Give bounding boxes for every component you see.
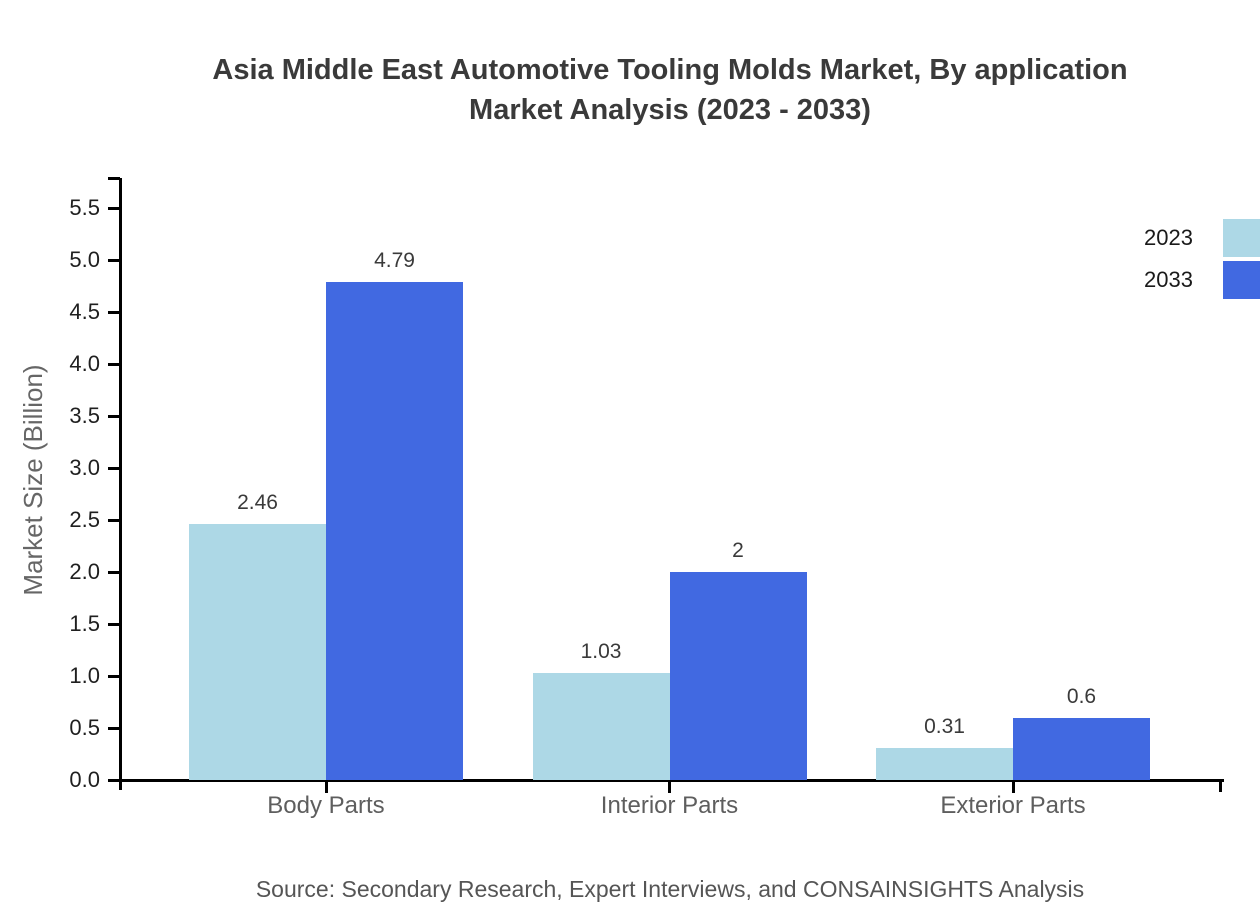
y-axis-label: Market Size (Billion): [18, 364, 48, 596]
y-tick-mark: [108, 466, 120, 470]
x-tick-mark: [668, 780, 671, 793]
x-axis-line: [118, 778, 1224, 782]
x-category-label: Exterior Parts: [940, 792, 1086, 819]
chart-title-line-1: Asia Middle East Automotive Tooling Mold…: [212, 54, 1128, 86]
y-tick-label: 3.5: [69, 403, 100, 428]
x-tick-mark: [324, 780, 328, 793]
legend: 2023 2033: [1144, 219, 1260, 299]
y-tick-label: 5.0: [69, 247, 100, 272]
bar-value-label: 1.03: [580, 639, 622, 663]
y-tick-label: 4.0: [69, 351, 100, 376]
x-category-label: Interior Parts: [600, 792, 739, 819]
bar-value-label: 2.46: [237, 491, 278, 515]
y-tick-label: 4.5: [69, 299, 100, 324]
bar-2033-body-parts: [326, 281, 463, 780]
legend-label: 2033: [1144, 267, 1193, 292]
y-tick-label: 2.0: [69, 559, 100, 584]
chart-title-line-2: Market Analysis (2023 - 2033): [469, 94, 871, 126]
y-tick-mark: [108, 310, 120, 314]
legend-item-2023: 2023: [1144, 219, 1260, 257]
y-tick-label: 1.0: [69, 663, 100, 688]
x-category-label: Body Parts: [267, 792, 385, 819]
bar-value-label: 4.79: [374, 248, 415, 272]
y-axis-line: [118, 178, 122, 790]
source-attribution: Source: Secondary Research, Expert Inter…: [255, 876, 1085, 902]
y-tick-label: 0.5: [69, 715, 100, 740]
bar-2023-body-parts: [189, 524, 326, 780]
bar-2023-exterior-parts: [876, 747, 1013, 780]
chart-title: Asia Middle East Automotive Tooling Mold…: [80, 50, 1260, 130]
y-tick-mark: [108, 570, 120, 574]
y-tick-label: 2.5: [69, 507, 100, 532]
y-tick-label: 5.5: [69, 195, 100, 220]
y-tick-mark: [108, 778, 120, 782]
y-tick-label: 3.0: [69, 455, 100, 480]
legend-swatch: [1223, 261, 1260, 299]
y-tick-mark: [108, 674, 120, 678]
bar-2033-interior-parts: [669, 572, 807, 780]
bar-2023-interior-parts: [532, 672, 670, 780]
legend-label: 2023: [1144, 225, 1193, 250]
bar-value-label: 2: [732, 539, 744, 562]
y-tick-mark: [108, 414, 120, 418]
y-tick-mark: [108, 622, 120, 626]
y-tick-mark: [108, 362, 120, 366]
x-tick-mark: [1011, 780, 1015, 793]
bar-value-label: 0.31: [924, 714, 965, 738]
y-axis-top-cap: [108, 176, 120, 180]
y-tick-label: 0.0: [69, 767, 100, 792]
y-tick-label: 1.5: [69, 611, 100, 636]
y-tick-mark: [108, 206, 120, 210]
y-tick-mark: [108, 726, 120, 730]
legend-item-2033: 2033: [1144, 261, 1260, 299]
y-tick-mark: [108, 518, 120, 522]
x-axis-end-cap: [1219, 780, 1222, 792]
bar-value-label: 0.6: [1066, 684, 1097, 708]
bar-2033-exterior-parts: [1013, 717, 1150, 780]
legend-swatch: [1223, 219, 1260, 257]
y-tick-mark: [108, 258, 120, 262]
